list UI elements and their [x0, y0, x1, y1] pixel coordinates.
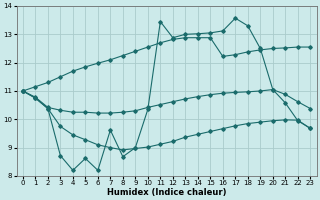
X-axis label: Humidex (Indice chaleur): Humidex (Indice chaleur)	[107, 188, 226, 197]
